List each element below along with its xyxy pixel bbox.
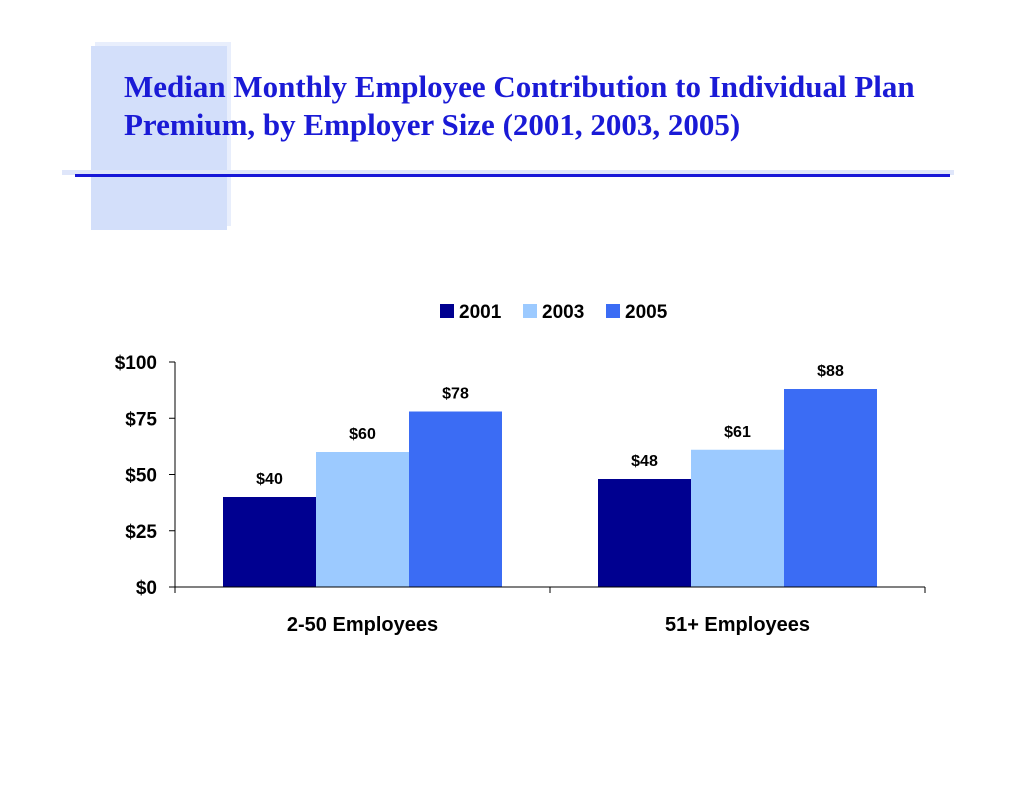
- data-label: $60: [349, 426, 376, 443]
- bars-group: $40 $60 $78 $48 $61 $88: [223, 363, 877, 587]
- decorative-square: [91, 46, 227, 230]
- bar-2001-1: [223, 497, 316, 587]
- data-label: $40: [256, 471, 283, 488]
- title-line-1: Median Monthly Employee Contribution to …: [124, 69, 915, 104]
- category-label: 51+ Employees: [665, 614, 810, 636]
- legend-swatch-2001: [440, 304, 454, 318]
- data-label: $61: [724, 424, 751, 441]
- page-title: Median Monthly Employee Contribution to …: [124, 68, 1004, 144]
- y-tick-label: $50: [125, 466, 157, 487]
- axes-group: $0 $25 $50 $75 $100 2-50 Employees 51+ Employe…: [115, 353, 926, 636]
- legend-swatch-2005: [606, 304, 620, 318]
- legend-label-2003: 2003: [542, 302, 584, 323]
- bar-2003-1: [316, 452, 409, 587]
- data-label: $48: [631, 453, 658, 470]
- y-tick-label: $100: [115, 353, 157, 374]
- legend-swatch-2003: [523, 304, 537, 318]
- legend: 2001 2003 2005: [440, 302, 668, 323]
- y-tick-label: $0: [136, 578, 157, 599]
- data-label: $88: [817, 363, 844, 380]
- bar-2001-2: [598, 479, 691, 587]
- title-rule: [75, 174, 950, 177]
- bar-2005-2: [784, 389, 877, 587]
- bar-2003-2: [691, 449, 784, 587]
- y-tick-label: $25: [125, 522, 157, 543]
- bar-2005-1: [409, 411, 502, 587]
- legend-label-2001: 2001: [459, 302, 502, 323]
- title-rule-shadow: [62, 170, 954, 175]
- legend-label-2005: 2005: [625, 302, 668, 323]
- title-line-2: Premium, by Employer Size (2001, 2003, 2…: [124, 107, 741, 142]
- category-label: 2-50 Employees: [287, 614, 438, 636]
- data-label: $78: [442, 386, 469, 403]
- y-tick-label: $75: [125, 409, 157, 430]
